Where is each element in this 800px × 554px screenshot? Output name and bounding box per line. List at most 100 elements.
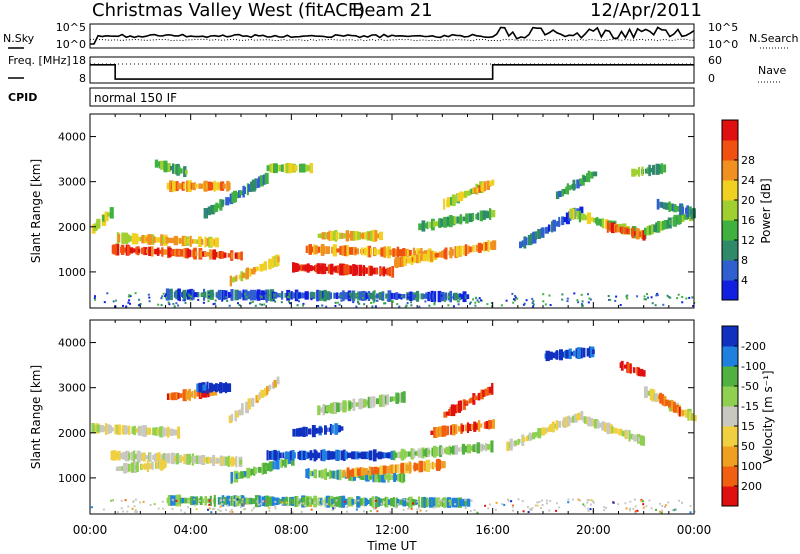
heatmap-cell [362, 297, 364, 300]
heatmap-cell [321, 499, 324, 504]
heatmap-cell [385, 497, 389, 508]
heatmap-cell [580, 293, 583, 296]
heatmap-cell [287, 296, 290, 299]
heatmap-cell [144, 425, 147, 437]
heatmap-cell [222, 199, 225, 206]
heatmap-cell [219, 199, 223, 211]
heatmap-cell [549, 353, 552, 358]
heatmap-cell [262, 500, 264, 503]
heatmap-cell [321, 232, 326, 240]
heatmap-cell [331, 424, 334, 434]
heatmap-cell [367, 291, 371, 301]
heatmap-cell [207, 457, 212, 464]
heatmap-cell [180, 292, 183, 297]
heatmap-cell [125, 450, 130, 462]
heatmap-cell [689, 208, 694, 216]
heatmap-cell [663, 220, 668, 230]
heatmap-cell [433, 427, 438, 438]
heatmap-cell [316, 263, 321, 274]
heatmap-cell [339, 246, 343, 255]
heatmap-cell [335, 231, 339, 240]
heatmap-cell [429, 221, 433, 229]
heatmap-cell [213, 507, 216, 510]
heatmap-cell [664, 399, 669, 406]
heatmap-cell [642, 506, 645, 509]
heatmap-cell [271, 461, 274, 471]
heatmap-cell [340, 299, 343, 302]
heatmap-cell [530, 509, 533, 511]
heatmap-cell [516, 297, 519, 300]
heatmap-cell [252, 507, 255, 510]
heatmap-cell [390, 450, 393, 460]
heatmap-cell [491, 210, 496, 218]
heatmap-cell [297, 292, 302, 299]
heatmap-cell [237, 290, 242, 300]
heatmap-cell [195, 496, 199, 506]
heatmap-cell [396, 303, 399, 306]
colorbar-tick-label: 200 [741, 480, 762, 493]
heatmap-cell [235, 291, 239, 299]
heatmap-cell [471, 213, 475, 222]
colorbar-segment [722, 120, 738, 141]
heatmap-cell [368, 245, 372, 258]
heatmap-cell [681, 296, 684, 298]
heatmap-cell [349, 265, 352, 275]
heatmap-cell [532, 303, 535, 306]
time-tick-label: 00:00 [677, 523, 712, 537]
heatmap-cell [355, 264, 358, 276]
heatmap-cell [581, 213, 586, 221]
heatmap-cell [548, 294, 551, 297]
heatmap-cell [230, 292, 233, 298]
heatmap-cell [188, 250, 192, 257]
heatmap-cell [340, 426, 344, 431]
heatmap-cell [444, 292, 448, 301]
heatmap-cell [248, 468, 252, 477]
heatmap-cell [539, 507, 542, 509]
heatmap-cell [642, 500, 644, 503]
heatmap-cell [324, 468, 327, 480]
heatmap-cell [328, 469, 331, 479]
heatmap-cell [242, 503, 245, 506]
heatmap-cell [305, 427, 308, 437]
heatmap-cell [580, 347, 583, 359]
heatmap-cell [309, 163, 313, 174]
heatmap-cell [598, 218, 601, 226]
heatmap-cell [237, 409, 242, 416]
heatmap-cell [629, 507, 632, 510]
heatmap-cell [245, 296, 248, 299]
heatmap-cell [333, 402, 338, 413]
heatmap-cell [490, 305, 493, 308]
heatmap-cell [268, 509, 271, 512]
heatmap-cell [583, 347, 586, 358]
heatmap-cell [314, 427, 318, 434]
heatmap-cell [298, 265, 302, 270]
heatmap-cell [465, 400, 468, 405]
heatmap-cell [250, 468, 255, 475]
heatmap-cell [128, 425, 131, 435]
heatmap-cell [208, 503, 211, 506]
heatmap-cell [374, 305, 377, 308]
heatmap-cell [202, 384, 207, 391]
heatmap-cell [161, 163, 165, 169]
heatmap-cell [492, 419, 495, 429]
heatmap-cell [380, 465, 385, 475]
heatmap-cell [230, 472, 234, 483]
heatmap-cell [365, 468, 368, 475]
heatmap-cell [439, 500, 443, 505]
heatmap-cell [169, 393, 173, 400]
heatmap-cell [214, 252, 218, 258]
heatmap-cell [477, 301, 480, 303]
heatmap-cell [561, 216, 565, 226]
heatmap-cell [405, 499, 408, 502]
heatmap-cell [611, 426, 614, 433]
heatmap-cell [373, 466, 378, 475]
heatmap-cell [448, 500, 451, 502]
heatmap-cell [388, 474, 392, 480]
heatmap-cell [482, 444, 485, 450]
heatmap-cell [551, 352, 556, 359]
heatmap-cell [337, 404, 341, 410]
heatmap-cell [369, 396, 373, 408]
heatmap-cell [545, 499, 548, 502]
heatmap-cell [145, 237, 148, 242]
